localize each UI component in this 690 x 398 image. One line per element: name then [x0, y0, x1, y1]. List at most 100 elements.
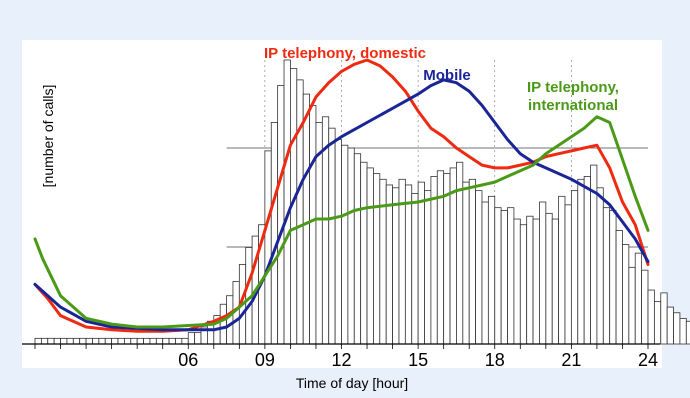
histogram-bar [117, 337, 125, 345]
histogram-bar [443, 173, 451, 345]
histogram-bar [647, 289, 655, 345]
histogram-bar [53, 337, 61, 345]
histogram-bar [468, 178, 476, 345]
histogram-bar [334, 139, 342, 345]
histogram-bar [168, 337, 176, 345]
histogram-bar [47, 337, 55, 345]
histogram-bar [104, 337, 113, 345]
series-labels: IP telephony, domestic Mobile IP telephony… [264, 45, 619, 114]
histogram-bar [475, 190, 483, 345]
histogram-bar [666, 306, 674, 345]
histogram-bar [507, 207, 515, 345]
x-tick-label: 18 [485, 350, 505, 370]
histogram-bar [526, 215, 534, 345]
histogram-bar [539, 201, 547, 345]
histogram-bar [136, 337, 144, 345]
histogram-bar [583, 176, 591, 345]
series-label: IP telephony, domestic [264, 45, 426, 62]
histogram-bar [341, 144, 349, 345]
histogram-bar [641, 269, 649, 345]
x-tick-label: 24 [638, 350, 658, 370]
histogram-bar [660, 292, 668, 345]
histogram-bar [513, 218, 521, 345]
histogram-bar [270, 122, 279, 345]
series-label: Mobile [423, 67, 471, 84]
histogram-bar [545, 212, 553, 345]
histogram-bar [424, 190, 432, 345]
histogram-bar [296, 79, 304, 345]
histogram-bar [615, 229, 623, 345]
histogram-bar [366, 167, 374, 345]
histogram-bar [162, 337, 170, 345]
histogram-bar [283, 59, 291, 345]
histogram-bar [155, 337, 164, 345]
histogram-bar [226, 295, 234, 345]
histogram-bar [417, 181, 425, 345]
histogram-bar [551, 218, 560, 345]
x-tick-label: 06 [178, 350, 198, 370]
histogram-bar [194, 332, 202, 345]
histogram-bar [34, 337, 42, 345]
histogram-bar [596, 187, 604, 345]
histogram-bar [328, 127, 336, 345]
histogram-bar [622, 244, 630, 345]
x-axis-title: Time of day [hour] [296, 375, 408, 391]
histogram-bar [181, 337, 189, 345]
histogram [34, 59, 690, 345]
series-label: international [528, 97, 618, 114]
histogram-bar [264, 150, 272, 345]
histogram-bar [392, 187, 400, 345]
x-tick-label: 15 [408, 350, 428, 370]
histogram-bar [411, 193, 419, 345]
histogram-bar [143, 337, 151, 345]
histogram-bar [532, 218, 540, 345]
histogram-bar [72, 337, 81, 345]
histogram-bar [685, 320, 690, 345]
histogram-bar [519, 224, 528, 345]
histogram-bar [564, 204, 572, 345]
histogram-bar [679, 318, 687, 345]
histogram-bar [558, 195, 566, 345]
histogram-bar [149, 337, 157, 345]
series-lines [33, 58, 650, 333]
histogram-bar [85, 337, 93, 345]
histogram-bar [494, 207, 502, 345]
histogram-bar [673, 312, 681, 345]
histogram-bar [653, 300, 662, 345]
histogram-bar [404, 184, 413, 345]
series-line-2 [33, 115, 650, 329]
histogram-bar [277, 85, 285, 345]
histogram-bar [379, 178, 387, 345]
histogram-bar [487, 195, 496, 345]
histogram-bar [602, 207, 611, 345]
x-tick-label: 12 [331, 350, 351, 370]
histogram-bar [219, 303, 227, 345]
histogram-bar [123, 337, 132, 345]
y-axis-title: [number of calls] [40, 85, 56, 188]
x-tick-label: 21 [561, 350, 581, 370]
histogram-bar [430, 176, 438, 345]
histogram-bar [79, 337, 87, 345]
histogram-bar [385, 184, 393, 345]
histogram-bar [628, 266, 636, 345]
histogram-bar [187, 332, 196, 345]
histogram-bar [175, 337, 183, 345]
histogram-bar [360, 161, 368, 345]
histogram-bar [609, 210, 617, 345]
histogram-bar [481, 201, 489, 345]
histogram-bar [111, 337, 119, 345]
histogram-bar [66, 337, 74, 345]
histogram-bar [92, 337, 100, 345]
histogram-bar [309, 105, 317, 345]
histogram-bar [500, 210, 508, 345]
histogram-bar [98, 337, 106, 345]
histogram-bar [570, 190, 579, 345]
histogram-bar [462, 181, 470, 345]
histogram-bar [40, 337, 49, 345]
series-line-1 [33, 78, 650, 332]
histogram-bar [302, 93, 310, 345]
series-label: IP telephony, [527, 79, 619, 96]
histogram-bar [347, 147, 355, 345]
